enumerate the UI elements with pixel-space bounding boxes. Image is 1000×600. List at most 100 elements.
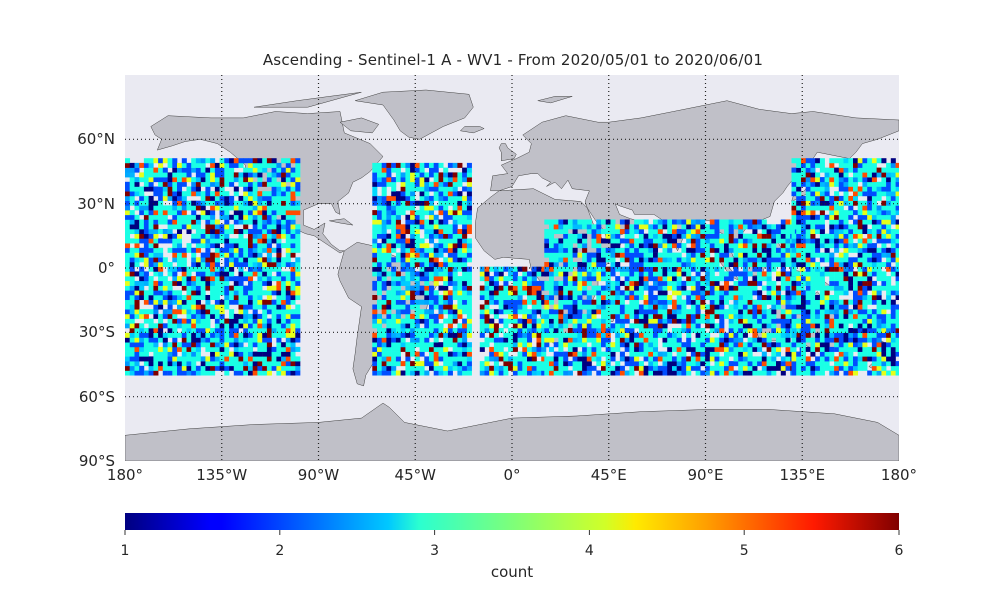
- heatmap-cell: [266, 351, 272, 357]
- heatmap-cell: [790, 243, 796, 249]
- heatmap-cell: [224, 342, 230, 348]
- heatmap-cell: [824, 361, 830, 367]
- heatmap-cell: [452, 205, 458, 211]
- heatmap-cell: [591, 276, 597, 282]
- heatmap-cell: [724, 257, 730, 263]
- heatmap-cell: [796, 309, 802, 315]
- heatmap-cell: [414, 238, 420, 244]
- heatmap-cell: [601, 370, 607, 376]
- heatmap-cell: [391, 276, 397, 282]
- heatmap-cell: [125, 337, 131, 343]
- heatmap-cell: [752, 224, 758, 230]
- heatmap-cell: [200, 271, 206, 277]
- heatmap-cell: [629, 309, 635, 315]
- heatmap-cell: [129, 342, 135, 348]
- heatmap-cell: [738, 271, 744, 277]
- heatmap-cell: [838, 271, 844, 277]
- heatmap-cell: [438, 285, 444, 291]
- heatmap-cell: [372, 356, 378, 362]
- heatmap-cell: [619, 332, 625, 338]
- heatmap-cell: [172, 252, 178, 258]
- heatmap-cell: [134, 177, 140, 183]
- heatmap-cell: [624, 252, 630, 258]
- heatmap-cell: [791, 309, 797, 315]
- heatmap-cell: [177, 177, 183, 183]
- heatmap-cell: [695, 233, 701, 239]
- heatmap-cell: [290, 224, 296, 230]
- heatmap-cell: [395, 346, 401, 352]
- heatmap-cell: [544, 271, 550, 277]
- heatmap-cell: [219, 214, 225, 220]
- heatmap-cell: [610, 229, 616, 235]
- heatmap-cell: [522, 309, 528, 315]
- heatmap-cell: [853, 229, 859, 235]
- heatmap-cell: [829, 370, 835, 376]
- heatmap-cell: [381, 299, 387, 305]
- heatmap-cell: [862, 309, 868, 315]
- heatmap-cell: [484, 370, 490, 376]
- heatmap-cell: [667, 252, 673, 258]
- heatmap-cell: [834, 247, 840, 253]
- heatmap-cell: [853, 290, 859, 296]
- heatmap-cell: [462, 233, 468, 239]
- heatmap-cell: [191, 181, 197, 187]
- heatmap-cell: [229, 295, 235, 301]
- heatmap-cell: [676, 266, 682, 272]
- heatmap-cell: [567, 266, 573, 272]
- heatmap-cell: [214, 195, 220, 201]
- heatmap-cell: [158, 361, 164, 367]
- heatmap-cell: [125, 299, 131, 305]
- heatmap-cell: [162, 238, 168, 244]
- heatmap-cell: [834, 224, 840, 230]
- heatmap-cell: [843, 328, 849, 334]
- heatmap-cell: [424, 243, 430, 249]
- heatmap-cell: [262, 309, 268, 315]
- heatmap-cell: [125, 304, 131, 310]
- heatmap-cell: [484, 304, 490, 310]
- heatmap-cell: [276, 337, 282, 343]
- heatmap-cell: [853, 200, 859, 206]
- heatmap-cell: [747, 243, 753, 249]
- heatmap-cell: [248, 219, 254, 225]
- heatmap-cell: [810, 167, 816, 173]
- heatmap-cell: [143, 295, 149, 301]
- heatmap-cell: [410, 276, 416, 282]
- heatmap-cell: [667, 299, 673, 305]
- heatmap-cell: [405, 191, 411, 197]
- land-cuba: [329, 218, 354, 226]
- heatmap-cell: [262, 233, 268, 239]
- heatmap-cell: [395, 328, 401, 334]
- heatmap-cell: [210, 290, 216, 296]
- heatmap-cell: [252, 186, 258, 192]
- heatmap-cell: [257, 158, 263, 164]
- heatmap-cell: [143, 247, 149, 253]
- heatmap-cell: [657, 271, 663, 277]
- heatmap-cell: [377, 290, 383, 296]
- heatmap-cell: [233, 318, 239, 324]
- heatmap-cell: [801, 280, 807, 286]
- heatmap-cell: [281, 214, 287, 220]
- heatmap-cell: [479, 271, 485, 277]
- heatmap-cell: [262, 323, 268, 329]
- heatmap-cell: [508, 309, 514, 315]
- heatmap-cell: [577, 219, 583, 225]
- land-uk: [498, 143, 517, 162]
- heatmap-cell: [672, 304, 678, 310]
- heatmap-cell: [610, 295, 616, 301]
- heatmap-cell: [153, 271, 159, 277]
- heatmap-cell: [605, 356, 611, 362]
- heatmap-cell: [414, 356, 420, 362]
- heatmap-cell: [125, 280, 131, 286]
- heatmap-cell: [577, 337, 583, 343]
- heatmap-cell: [414, 304, 420, 310]
- heatmap-cell: [233, 172, 239, 178]
- heatmap-cell: [139, 280, 145, 286]
- heatmap-cell: [629, 257, 635, 263]
- heatmap-cell: [512, 285, 518, 291]
- heatmap-cell: [447, 365, 453, 371]
- heatmap-cell: [838, 342, 844, 348]
- heatmap-cell: [257, 346, 263, 352]
- heatmap-cell: [200, 177, 206, 183]
- heatmap-cell: [414, 290, 420, 296]
- heatmap-cell: [139, 233, 145, 239]
